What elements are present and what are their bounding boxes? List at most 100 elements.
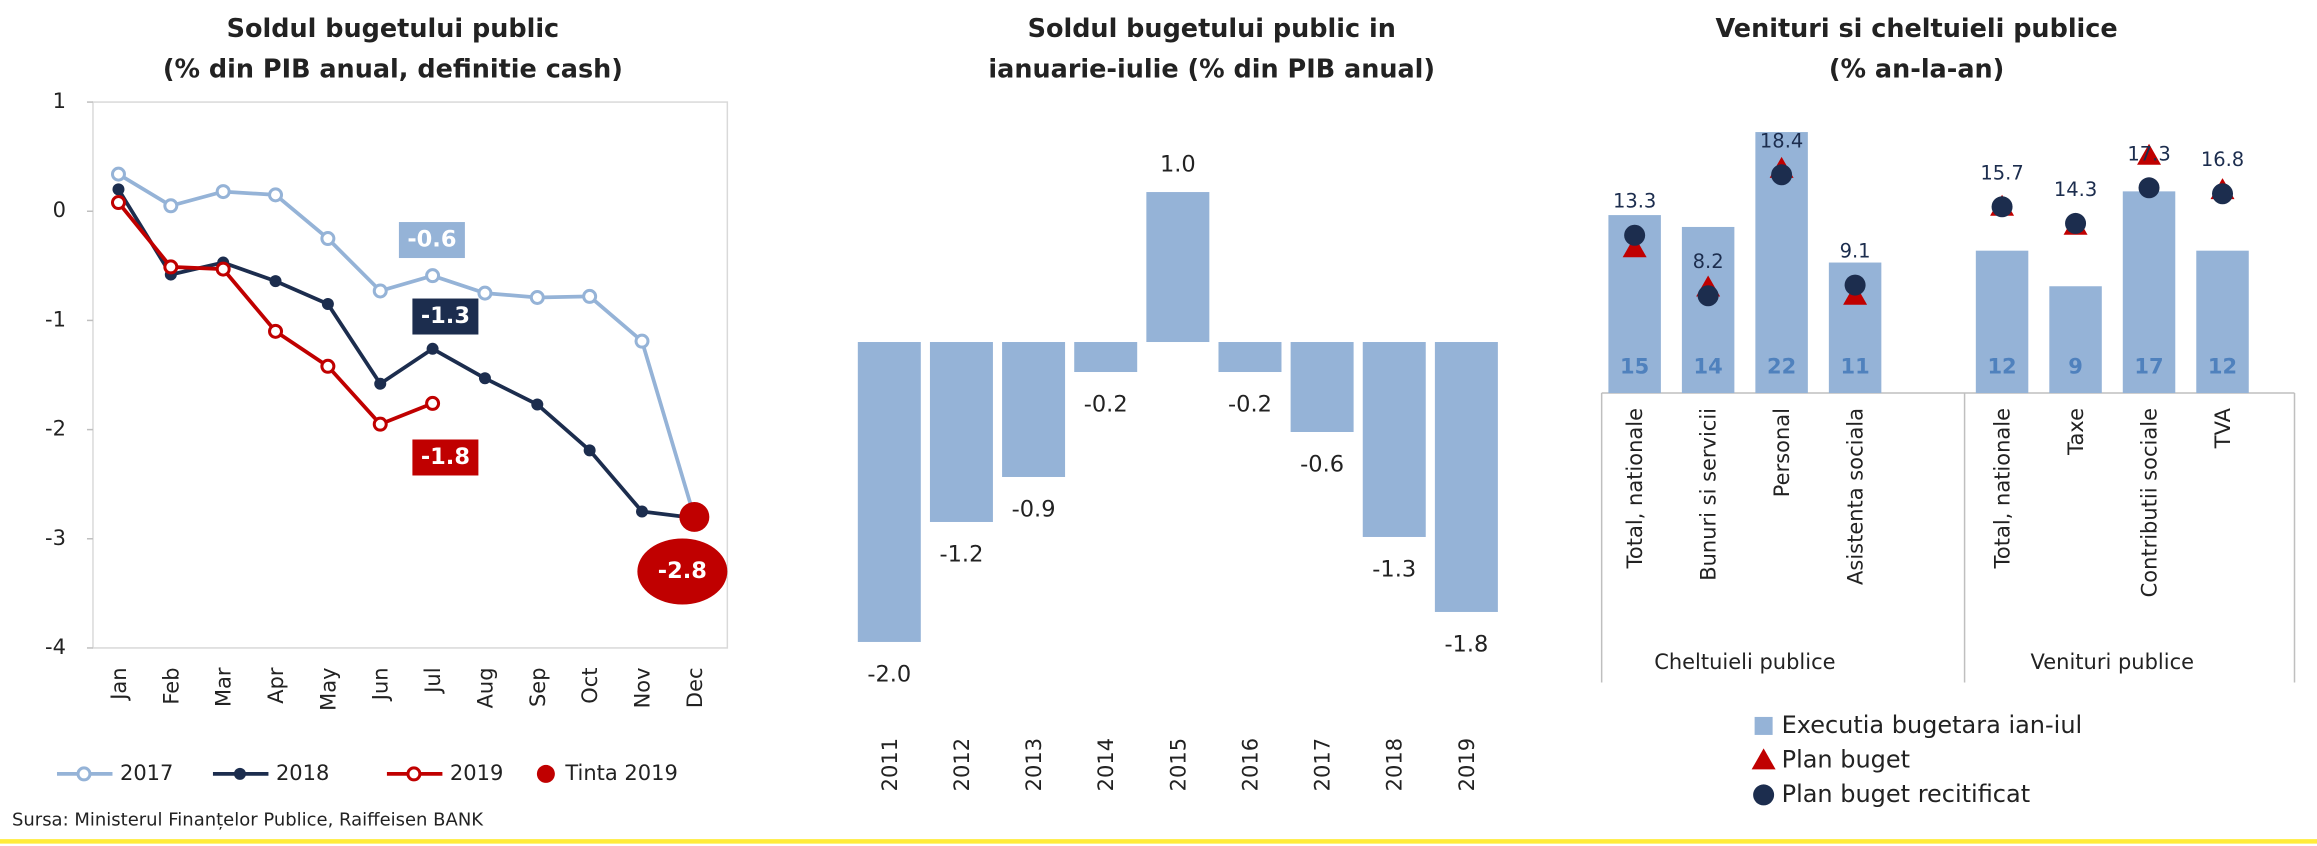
value-label: 15.7 <box>1980 161 2023 184</box>
value-label: -1.2 <box>940 541 984 567</box>
x-tick-label: 2015 <box>1166 738 1190 791</box>
x-tick-label: 2012 <box>950 738 974 791</box>
bar <box>1074 342 1138 373</box>
bar-label: 17 <box>2134 355 2163 379</box>
bar <box>2049 286 2102 394</box>
plot-area <box>92 101 729 649</box>
marker <box>372 283 388 299</box>
x-tick-label: Taxe <box>2064 408 2088 456</box>
x-tick-label: 2017 <box>1311 738 1335 791</box>
marker <box>478 372 491 385</box>
marker <box>163 198 179 214</box>
marker <box>635 505 648 518</box>
bar <box>1002 342 1066 477</box>
marker <box>2065 212 2087 234</box>
legend-marker <box>536 764 555 783</box>
annotation: -0.6 <box>407 227 456 253</box>
bar <box>1975 250 2029 394</box>
x-tick-label: TVA <box>2211 407 2235 449</box>
annotation: -1.3 <box>421 303 470 329</box>
x-tick-label: Total, nationale <box>1623 408 1647 569</box>
marker <box>215 184 231 200</box>
marker <box>1753 784 1775 806</box>
value-label: 13.3 <box>1613 190 1656 213</box>
marker <box>2212 183 2234 205</box>
x-tick-label: Apr <box>264 667 288 704</box>
bar <box>2196 250 2249 394</box>
annotation-box <box>412 439 479 476</box>
marker <box>1844 274 1866 296</box>
x-tick-label: Total, nationale <box>1991 408 2015 569</box>
value-label: 8.2 <box>1693 250 1724 273</box>
bar <box>1146 192 1210 343</box>
x-tick-label: Oct <box>578 667 602 703</box>
value-label: -2.0 <box>867 661 911 687</box>
legend-label: 2017 <box>120 761 173 785</box>
marker <box>406 766 422 782</box>
marker <box>215 261 231 277</box>
x-tick-label: Asistenta sociala <box>1844 408 1868 585</box>
x-tick-label: Sep <box>526 667 550 707</box>
marker <box>529 289 545 305</box>
y-tick-label: -4 <box>45 635 66 659</box>
marker <box>582 288 598 304</box>
marker <box>2137 143 2162 165</box>
x-tick-label: Jun <box>369 667 393 702</box>
marker <box>320 358 336 374</box>
legend-label: 2018 <box>276 761 329 785</box>
value-label: -0.2 <box>1084 392 1128 418</box>
marker <box>1697 285 1719 307</box>
marker <box>679 501 710 532</box>
marker <box>583 444 596 457</box>
x-tick-label: Mar <box>212 667 236 707</box>
marker <box>1991 196 2013 218</box>
marker <box>372 416 388 432</box>
x-tick-label: 2016 <box>1238 738 1262 791</box>
value-label: 18.4 <box>1760 129 1803 152</box>
marker <box>1624 224 1646 246</box>
marker <box>477 285 493 301</box>
x-tick-label: Jan <box>107 667 131 701</box>
legend-label: Plan buget recitificat <box>1782 780 2031 808</box>
value-label: 9.1 <box>1840 240 1871 263</box>
chart-title: Soldul bugetului public <box>227 14 560 44</box>
value-label: 17.3 <box>2127 142 2170 165</box>
x-tick-label: Aug <box>473 667 497 708</box>
x-tick-label: Personal <box>1770 408 1794 497</box>
bar-label: 12 <box>2208 355 2237 379</box>
marker <box>163 259 179 275</box>
bar-label: 11 <box>1840 355 1869 379</box>
marker <box>268 323 284 339</box>
marker <box>112 183 125 196</box>
x-tick-label: May <box>316 667 340 710</box>
value-label: -1.3 <box>1372 556 1416 582</box>
value-label: -0.6 <box>1300 451 1344 477</box>
value-label: -0.2 <box>1228 392 1272 418</box>
marker <box>110 195 126 211</box>
chart-title: Venituri si cheltuieli publice <box>1715 14 2117 44</box>
group-label: Cheltuieli publice <box>1654 650 1835 674</box>
marker <box>1751 748 1776 770</box>
x-tick-label: 2018 <box>1383 738 1407 791</box>
marker <box>76 766 92 782</box>
line <box>116 188 695 520</box>
y-tick-label: 1 <box>53 89 66 113</box>
legend-label: Plan buget <box>1782 745 1910 773</box>
value-label: -1.8 <box>1444 631 1488 657</box>
value-label: 14.3 <box>2054 178 2097 201</box>
annotation-box <box>398 222 465 259</box>
bar-label: 15 <box>1620 355 1649 379</box>
marker <box>374 377 387 390</box>
x-tick-label: 2014 <box>1094 738 1118 791</box>
bar-label: 14 <box>1694 355 1723 379</box>
x-tick-label: 2011 <box>878 738 902 791</box>
bar <box>1681 226 1735 394</box>
annotation: -2.8 <box>658 558 707 584</box>
chart-title: (% an-la-an) <box>1829 55 2004 85</box>
chart-title: ianuarie-iulie (% din PIB anual) <box>988 55 1435 85</box>
marker <box>268 187 284 203</box>
x-tick-label: 2019 <box>1455 738 1479 791</box>
bar <box>1434 342 1498 612</box>
chart-title: Soldul bugetului public in <box>1028 14 1396 44</box>
marker <box>321 298 334 311</box>
